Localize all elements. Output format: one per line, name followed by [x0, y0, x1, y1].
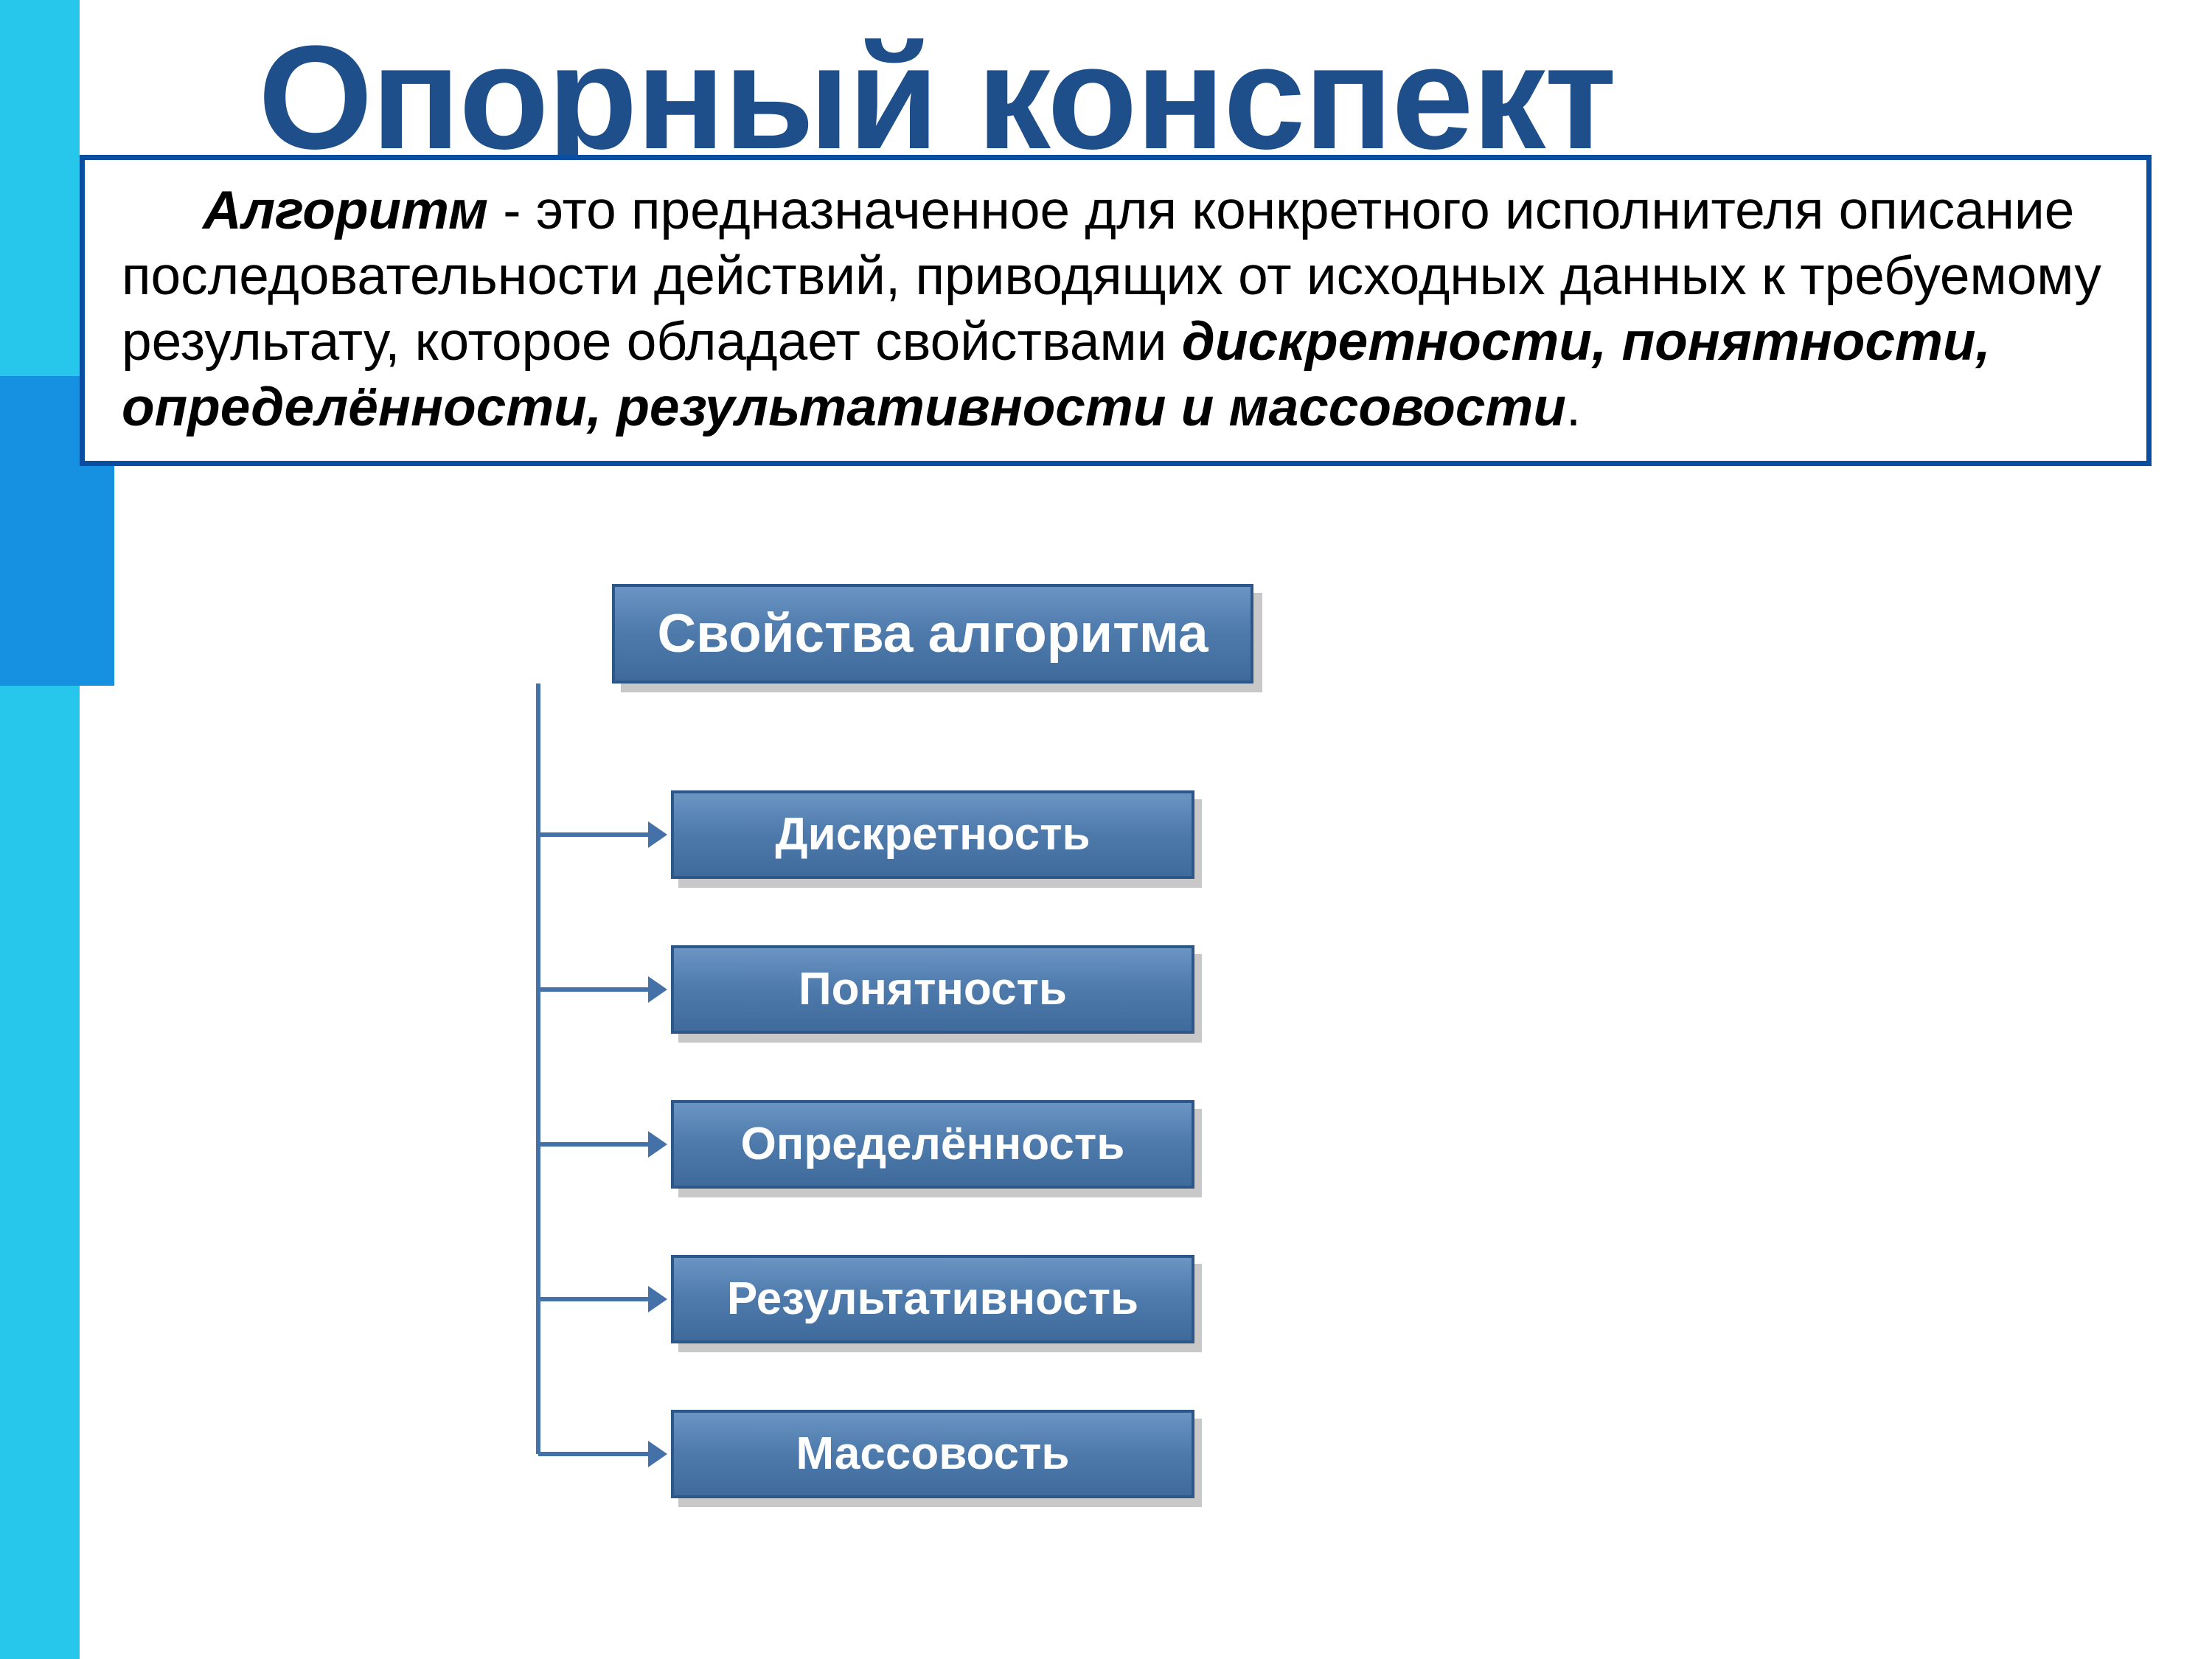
root-box: Свойства алгоритма	[612, 584, 1253, 684]
property-box: Результативность	[671, 1255, 1194, 1343]
definition-text: Алгоритм - это предназначенное для конкр…	[122, 178, 2110, 440]
definition-period: .	[1566, 378, 1581, 437]
sidebar-cyan-stripe	[0, 0, 80, 1659]
definition-box: Алгоритм - это предназначенное для конкр…	[80, 155, 2152, 466]
property-box: Дискретность	[671, 790, 1194, 879]
property-box: Определённость	[671, 1100, 1194, 1189]
property-box: Понятность	[671, 945, 1194, 1034]
property-box: Массовость	[671, 1410, 1194, 1498]
definition-keyword: Алгоритм	[203, 181, 488, 240]
properties-diagram: Свойства алгоритма Дискретность Понятност…	[501, 584, 1534, 1616]
